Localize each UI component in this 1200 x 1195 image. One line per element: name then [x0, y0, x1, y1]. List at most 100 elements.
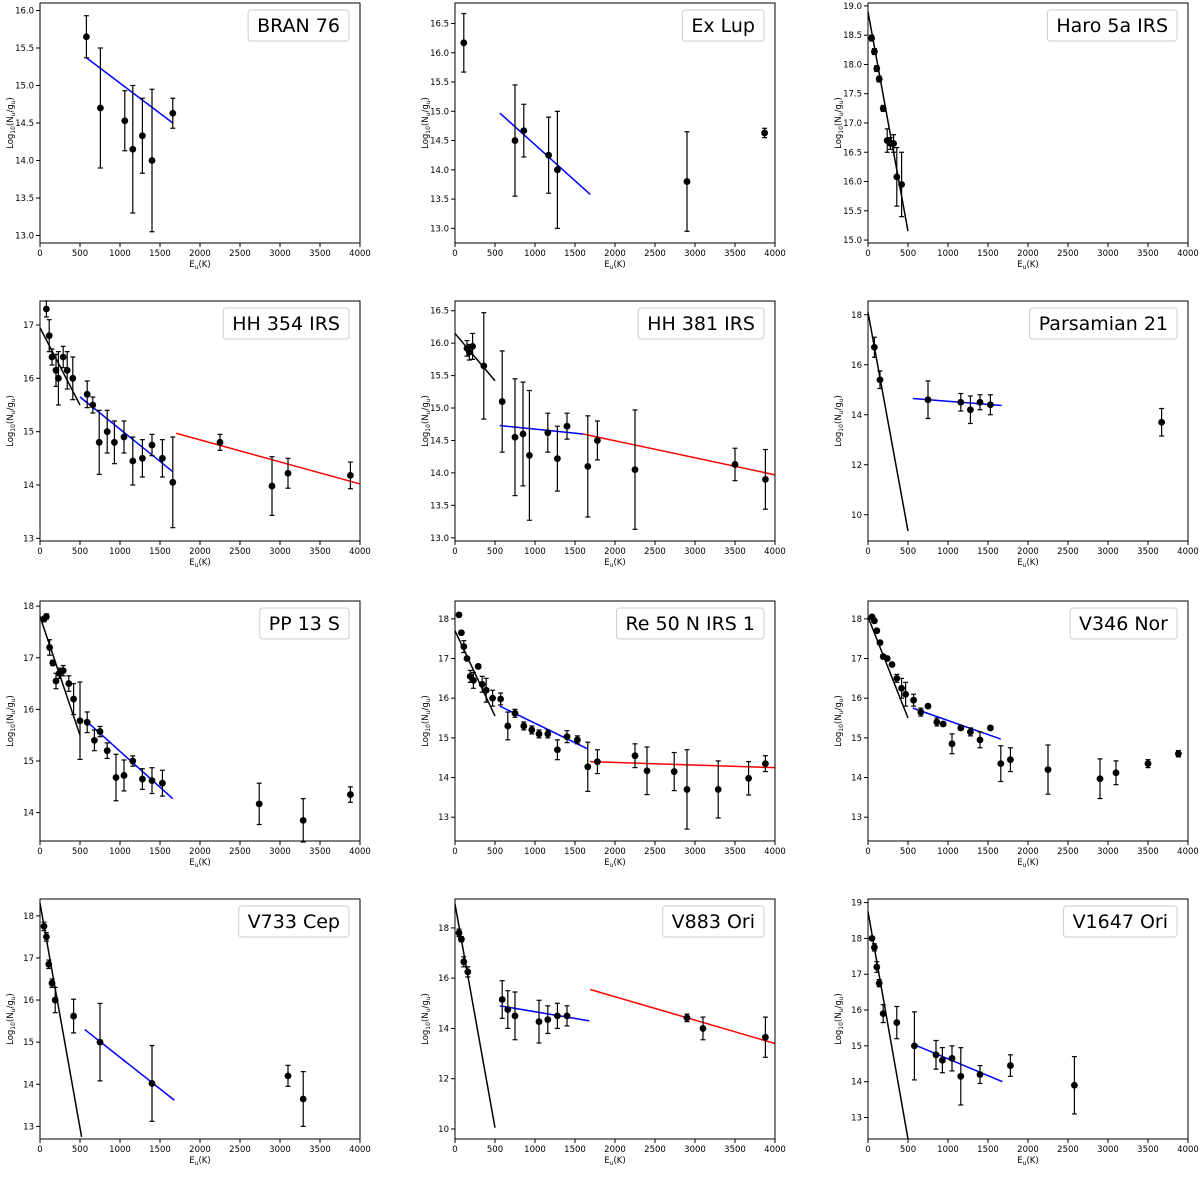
data-point [699, 1025, 707, 1032]
x-tick-label: 4000 [349, 847, 371, 857]
y-tick-label: 18 [851, 615, 862, 625]
x-tick-label: 500 [487, 847, 503, 857]
y-tick-label: 15.5 [15, 44, 34, 54]
x-tick-label: 3500 [724, 1145, 746, 1155]
data-point [1175, 750, 1182, 758]
chart-title: V1647 Ori [1073, 911, 1168, 933]
x-tick-label: 0 [37, 547, 42, 557]
x-tick-label: 2500 [1057, 1145, 1079, 1155]
y-tick-label: 10 [438, 1125, 449, 1135]
data-point [52, 677, 60, 685]
data-point [504, 722, 512, 730]
data-point [584, 463, 592, 470]
data-point [871, 343, 878, 351]
x-tick-label: 500 [72, 249, 88, 259]
y-tick-label: 16.0 [15, 7, 34, 17]
x-tick-label: 3000 [1097, 249, 1119, 259]
data-point [76, 717, 84, 725]
fit-line [454, 630, 496, 717]
y-tick-label: 14.5 [430, 436, 449, 446]
data-point [976, 398, 984, 406]
data-point [103, 428, 111, 436]
x-tick-label: 1500 [564, 847, 586, 857]
data-point [967, 406, 974, 414]
chart-title: V733 Cep [248, 911, 340, 933]
data-point [470, 676, 477, 684]
x-tick-label: 0 [865, 847, 870, 857]
data-point [111, 438, 118, 446]
y-tick-label: 12 [438, 1075, 449, 1085]
y-tick-label: 15 [23, 1038, 34, 1048]
x-tick-label: 2000 [189, 547, 211, 557]
x-axis-label: Eu(K) [1017, 858, 1038, 869]
data-point [284, 1072, 292, 1080]
chart-re-50-n-irs-1: 0 500 1000 1500 2000 2500 3000 3500 4000 13 14 15 16… [421, 600, 786, 869]
x-tick-label: 0 [452, 547, 457, 557]
data-point [1112, 769, 1120, 777]
x-tick-label: 2000 [189, 847, 211, 857]
data-point [893, 1019, 901, 1026]
data-point [879, 1010, 887, 1018]
data-point [83, 390, 91, 398]
y-tick-label: 13 [438, 813, 449, 823]
x-tick-label: 3000 [684, 547, 706, 557]
data-point [216, 438, 224, 446]
fit-line [175, 432, 361, 485]
data-point [554, 455, 561, 463]
x-tick-label: 500 [487, 249, 503, 259]
x-tick-label: 2000 [604, 1145, 626, 1155]
title-box [1069, 607, 1178, 640]
x-tick-label: 1000 [524, 547, 546, 557]
title-box [662, 905, 765, 938]
y-tick-label: 15.5 [430, 372, 449, 382]
chart-title: V883 Ori [672, 911, 755, 933]
fit-line [912, 707, 1002, 740]
chart-hh-354-irs: 0 500 1000 1500 2000 2500 3000 3500 4000 13 14 15 16… [6, 300, 371, 569]
x-tick-label: 4000 [764, 249, 786, 259]
x-tick-label: 2500 [644, 1145, 666, 1155]
data-point [59, 667, 67, 675]
data-point [45, 960, 53, 968]
title-box [1046, 9, 1178, 42]
y-tick-label: 17 [851, 655, 862, 665]
data-point [1007, 1062, 1014, 1069]
data-point [563, 733, 571, 741]
data-point [987, 401, 994, 409]
chart-parsamian-21: 0 500 1000 1500 2000 2500 3000 3500 4000 10 12 14 16… [834, 300, 1199, 569]
data-point [284, 469, 292, 477]
data-point [96, 728, 104, 735]
y-tick-label: 15 [438, 734, 449, 744]
x-tick-label: 1000 [109, 1145, 131, 1155]
y-tick-label: 15.0 [15, 82, 34, 92]
chart-title: Parsamian 21 [1039, 313, 1168, 335]
data-point [504, 1006, 512, 1013]
x-tick-label: 1000 [937, 847, 959, 857]
data-point [924, 396, 932, 404]
y-tick-label: 16.0 [843, 178, 862, 188]
data-point [876, 376, 884, 384]
data-point [455, 611, 463, 619]
chart-title: BRAN 76 [257, 15, 340, 37]
y-tick-label: 14.0 [15, 157, 34, 167]
x-tick-label: 3000 [684, 847, 706, 857]
data-point [683, 178, 691, 185]
data-point [987, 724, 994, 732]
y-tick-label: 13.0 [430, 224, 449, 234]
chart-bran-76: 0 500 1000 1500 2000 2500 3000 3500 4000 13.0 13.5… [6, 2, 371, 271]
data-point [670, 768, 678, 775]
data-point [528, 726, 536, 734]
data-point [347, 472, 354, 479]
y-tick-label: 13 [23, 1122, 34, 1132]
x-tick-label: 2000 [1017, 1145, 1039, 1155]
x-tick-label: 0 [37, 249, 42, 259]
chart-pp-13-s: 0 500 1000 1500 2000 2500 3000 3500 4000 14 15 16 17… [6, 600, 371, 869]
chart-title: PP 13 S [269, 613, 340, 635]
data-point [1096, 775, 1104, 783]
data-point [976, 736, 984, 744]
data-point [455, 929, 463, 937]
x-tick-label: 2500 [644, 547, 666, 557]
data-point [526, 451, 533, 459]
y-tick-label: 10 [851, 511, 862, 521]
x-tick-label: 2000 [604, 249, 626, 259]
